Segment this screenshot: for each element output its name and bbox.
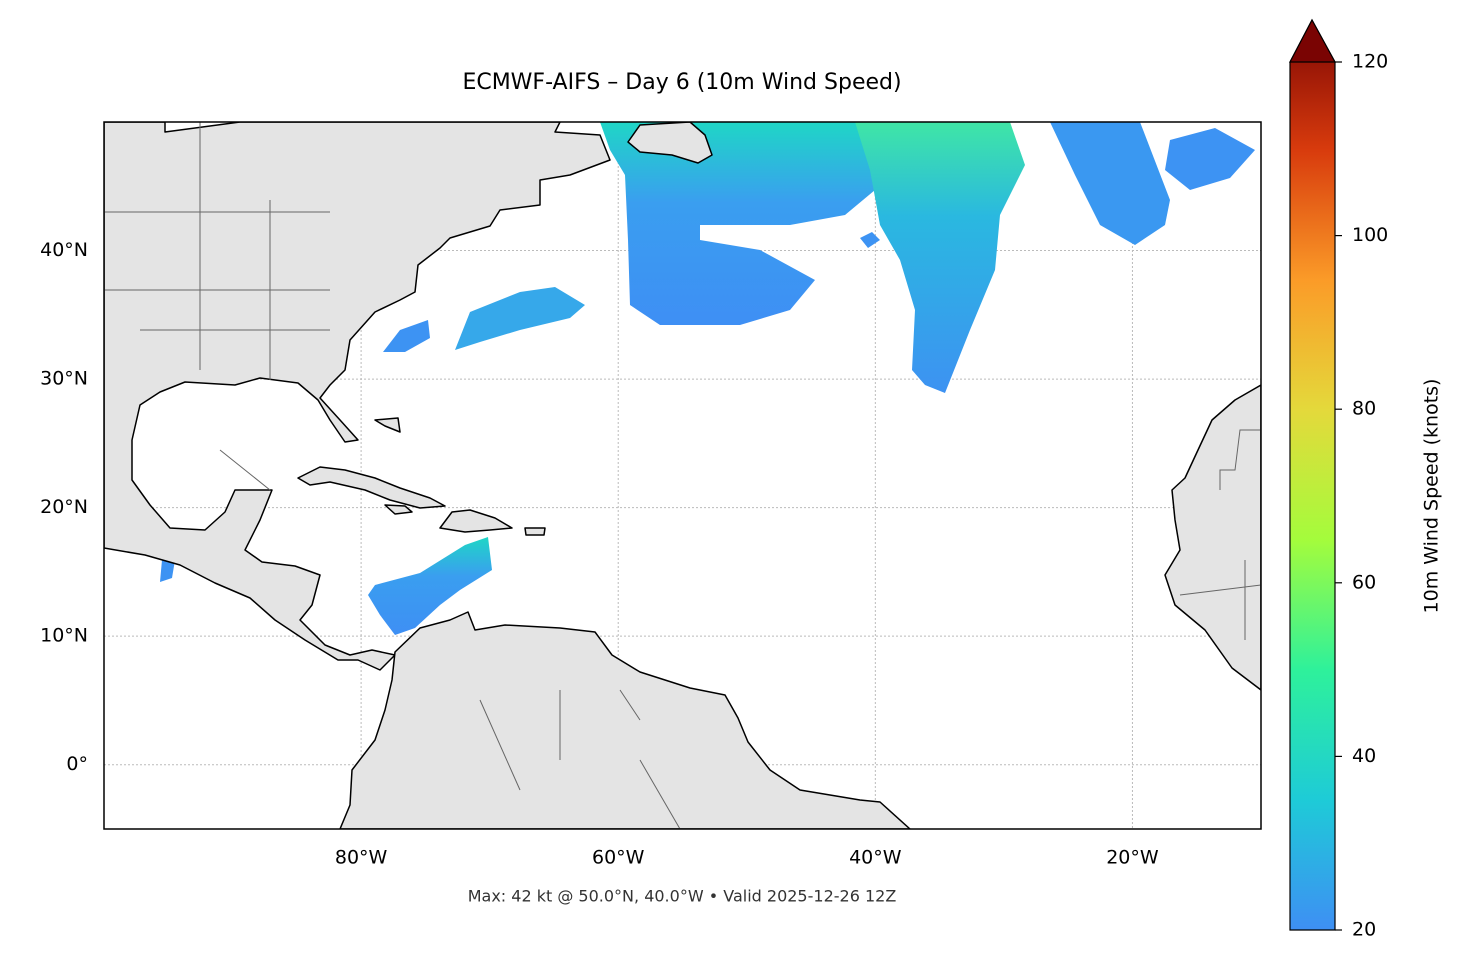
wind-area [383,320,430,352]
x-tick-label: 80°W [335,847,388,869]
colorbar-extend [1289,18,1337,63]
x-tick-label: 20°W [1106,847,1159,869]
axes: 80°W 60°W 40°W 20°W 0° 10°N 20°N 30°N 40°N [40,239,1159,868]
y-tick-label: 30°N [40,368,88,390]
colorbar-tick-label: 40 [1352,745,1376,767]
y-tick-label: 0° [66,753,88,775]
colorbar-tick-label: 20 [1352,919,1376,941]
land-north-america [104,122,611,671]
wind-area [1050,122,1170,245]
land-newfoundland [627,122,713,164]
y-tick-label: 40°N [40,239,88,261]
land-bahamas [374,417,401,433]
colorbar-tick-label: 80 [1352,398,1376,420]
colorbar-tick-label: 100 [1352,224,1388,246]
land-cuba [297,466,446,509]
wind-area [1165,128,1255,190]
land-jamaica [384,504,413,515]
x-tick-label: 60°W [592,847,645,869]
land-africa [1164,384,1261,691]
x-tick-label: 40°W [849,847,902,869]
wind-area [160,560,175,582]
borders [104,122,1261,829]
land-south-america [339,611,911,829]
colorbar-body [1289,18,1336,931]
wind-area [455,287,585,350]
land-hispaniola [439,509,513,533]
land-puerto-rico [524,527,546,536]
colorbar-label: 10m Wind Speed (knots) [1421,379,1443,614]
wind-area [600,122,875,325]
colorbar-tick-label: 60 [1352,571,1376,593]
wind-area [860,232,880,248]
colorbar-tick-label: 120 [1352,51,1388,73]
map-frame [103,121,1262,830]
colorbar: 20 40 60 80 100 120 [1289,18,1388,941]
title: ECMWF-AIFS – Day 6 (10m Wind Speed) [462,70,901,95]
wind-area [855,122,1025,393]
footer: Max: 42 kt @ 50.0°N, 40.0°W • Valid 2025… [468,887,897,906]
wind-area [368,537,492,635]
y-tick-label: 20°N [40,496,88,518]
y-tick-label: 10°N [40,625,88,647]
map-area [104,122,1261,829]
